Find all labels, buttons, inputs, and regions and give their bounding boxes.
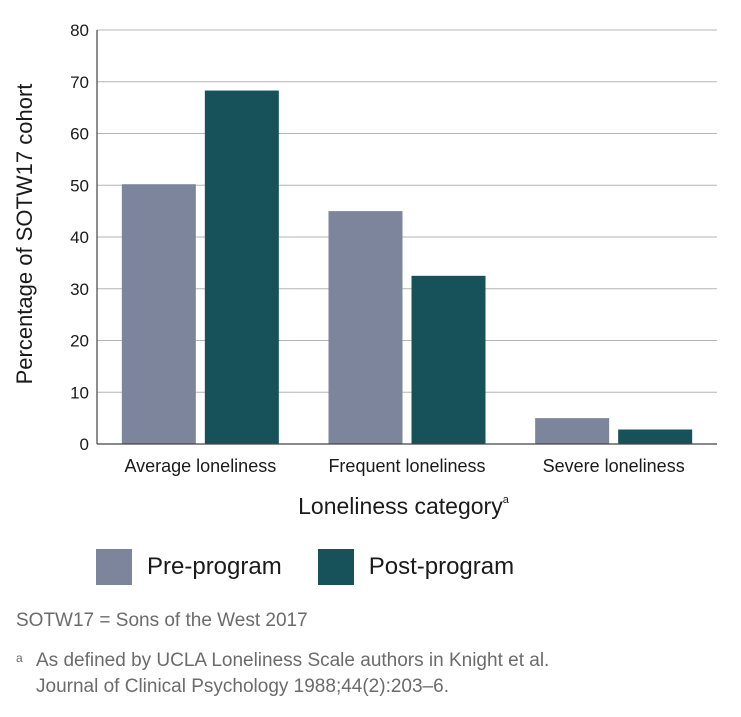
bar-pre-program-severe-loneliness — [535, 418, 610, 444]
bar-post-program-average-loneliness — [204, 90, 279, 445]
y-tick-label-30: 30 — [70, 280, 89, 299]
legend-item-post-program: Post-program — [317, 549, 515, 585]
y-tick-label-60: 60 — [70, 125, 89, 144]
footnote-marker: a — [16, 651, 23, 665]
y-axis-ticks: 0 10 20 30 40 50 60 70 80 — [70, 21, 89, 454]
y-axis-label: Percentage of SOTW17 cohort — [12, 84, 37, 385]
x-axis-label-text: Loneliness category — [298, 493, 503, 519]
legend: Pre-program Post-program — [96, 549, 550, 585]
bar-post-program-severe-loneliness — [618, 429, 693, 444]
bar-chart: 0 10 20 30 40 50 60 70 80 Average loneliness Freq… — [12, 21, 717, 476]
y-tick-label-80: 80 — [70, 21, 89, 40]
y-tick-label-20: 20 — [70, 332, 89, 351]
bars — [121, 90, 693, 445]
footnote-line-1: As defined by UCLA Loneliness Scale auth… — [36, 650, 550, 671]
bar-pre-program-average-loneliness — [121, 184, 196, 444]
y-tick-label-70: 70 — [70, 73, 89, 92]
gridlines — [97, 29, 717, 393]
legend-item-pre-program: Pre-program — [96, 549, 282, 585]
y-tick-label-40: 40 — [70, 228, 89, 247]
abbreviation-note: SOTW17 = Sons of the West 2017 — [16, 610, 308, 631]
x-tick-label-frequent-loneliness: Frequent loneliness — [328, 456, 485, 476]
x-tick-label-severe-loneliness: Severe loneliness — [543, 456, 685, 476]
footnote-line-2: Journal of Clinical Psychology 1988;44(2… — [36, 676, 449, 697]
legend-label-post-program: Post-program — [368, 553, 515, 580]
bar-post-program-frequent-loneliness — [411, 275, 486, 444]
footnote: a As defined by UCLA Loneliness Scale au… — [16, 648, 549, 700]
x-axis-label-footnote-mark: a — [502, 494, 509, 507]
x-axis-label: Loneliness categorya — [0, 493, 741, 520]
footnote-text: As defined by UCLA Loneliness Scale auth… — [36, 648, 549, 700]
x-tick-label-average-loneliness: Average loneliness — [124, 456, 276, 476]
legend-swatch-post-program — [317, 549, 354, 585]
legend-swatch-pre-program — [96, 549, 132, 585]
x-axis-categories: Average loneliness Frequent loneliness Sev… — [124, 456, 684, 476]
legend-label-pre-program: Pre-program — [147, 553, 282, 580]
y-tick-label-0: 0 — [80, 435, 89, 454]
bar-pre-program-frequent-loneliness — [328, 211, 403, 444]
y-tick-label-50: 50 — [70, 176, 89, 195]
y-tick-label-10: 10 — [70, 383, 89, 402]
